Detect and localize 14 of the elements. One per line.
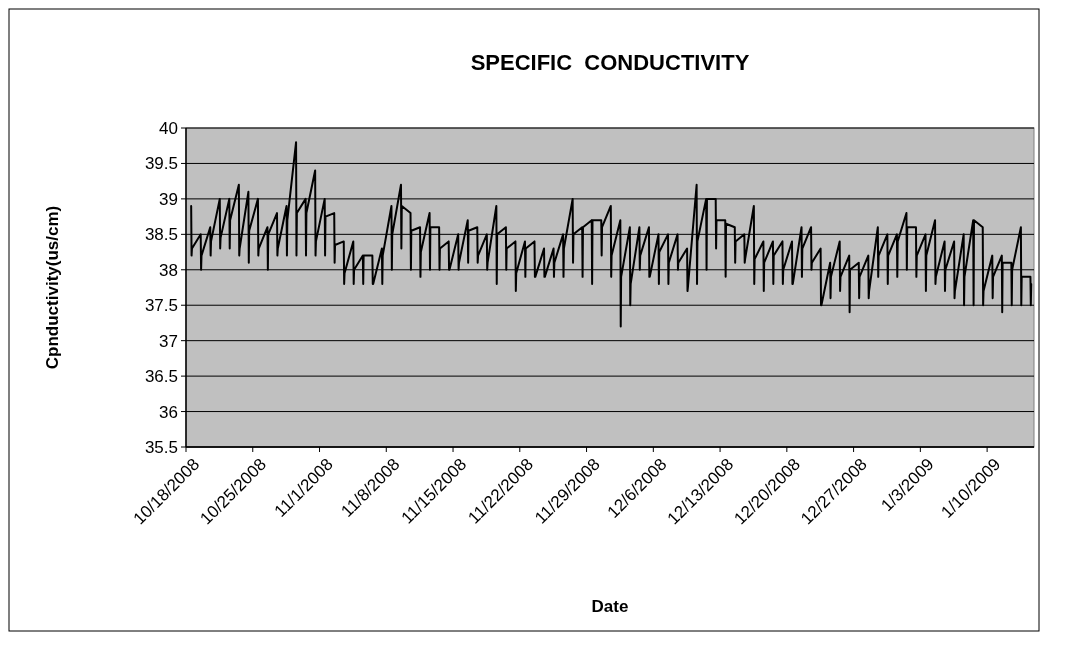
x-axis-title: Date [591, 597, 629, 616]
y-tick-label: 38 [159, 260, 178, 280]
y-tick-label: 38.5 [144, 225, 178, 245]
y-tick-label: 40 [159, 118, 178, 138]
chart-title: SPECIFIC CONDUCTIVITY [470, 50, 750, 75]
y-axis-title: Cpnductivity(us/cm) [43, 205, 62, 370]
y-tick-label: 37.5 [144, 296, 178, 316]
y-tick-label: 36.5 [144, 367, 178, 387]
y-tick-label: 35.5 [144, 437, 178, 457]
y-tick-label: 37 [159, 331, 178, 351]
y-tick-label: 39 [159, 189, 178, 209]
y-tick-label: 36 [159, 402, 178, 422]
y-tick-label: 39.5 [144, 154, 178, 174]
line-series [190, 141, 1033, 328]
